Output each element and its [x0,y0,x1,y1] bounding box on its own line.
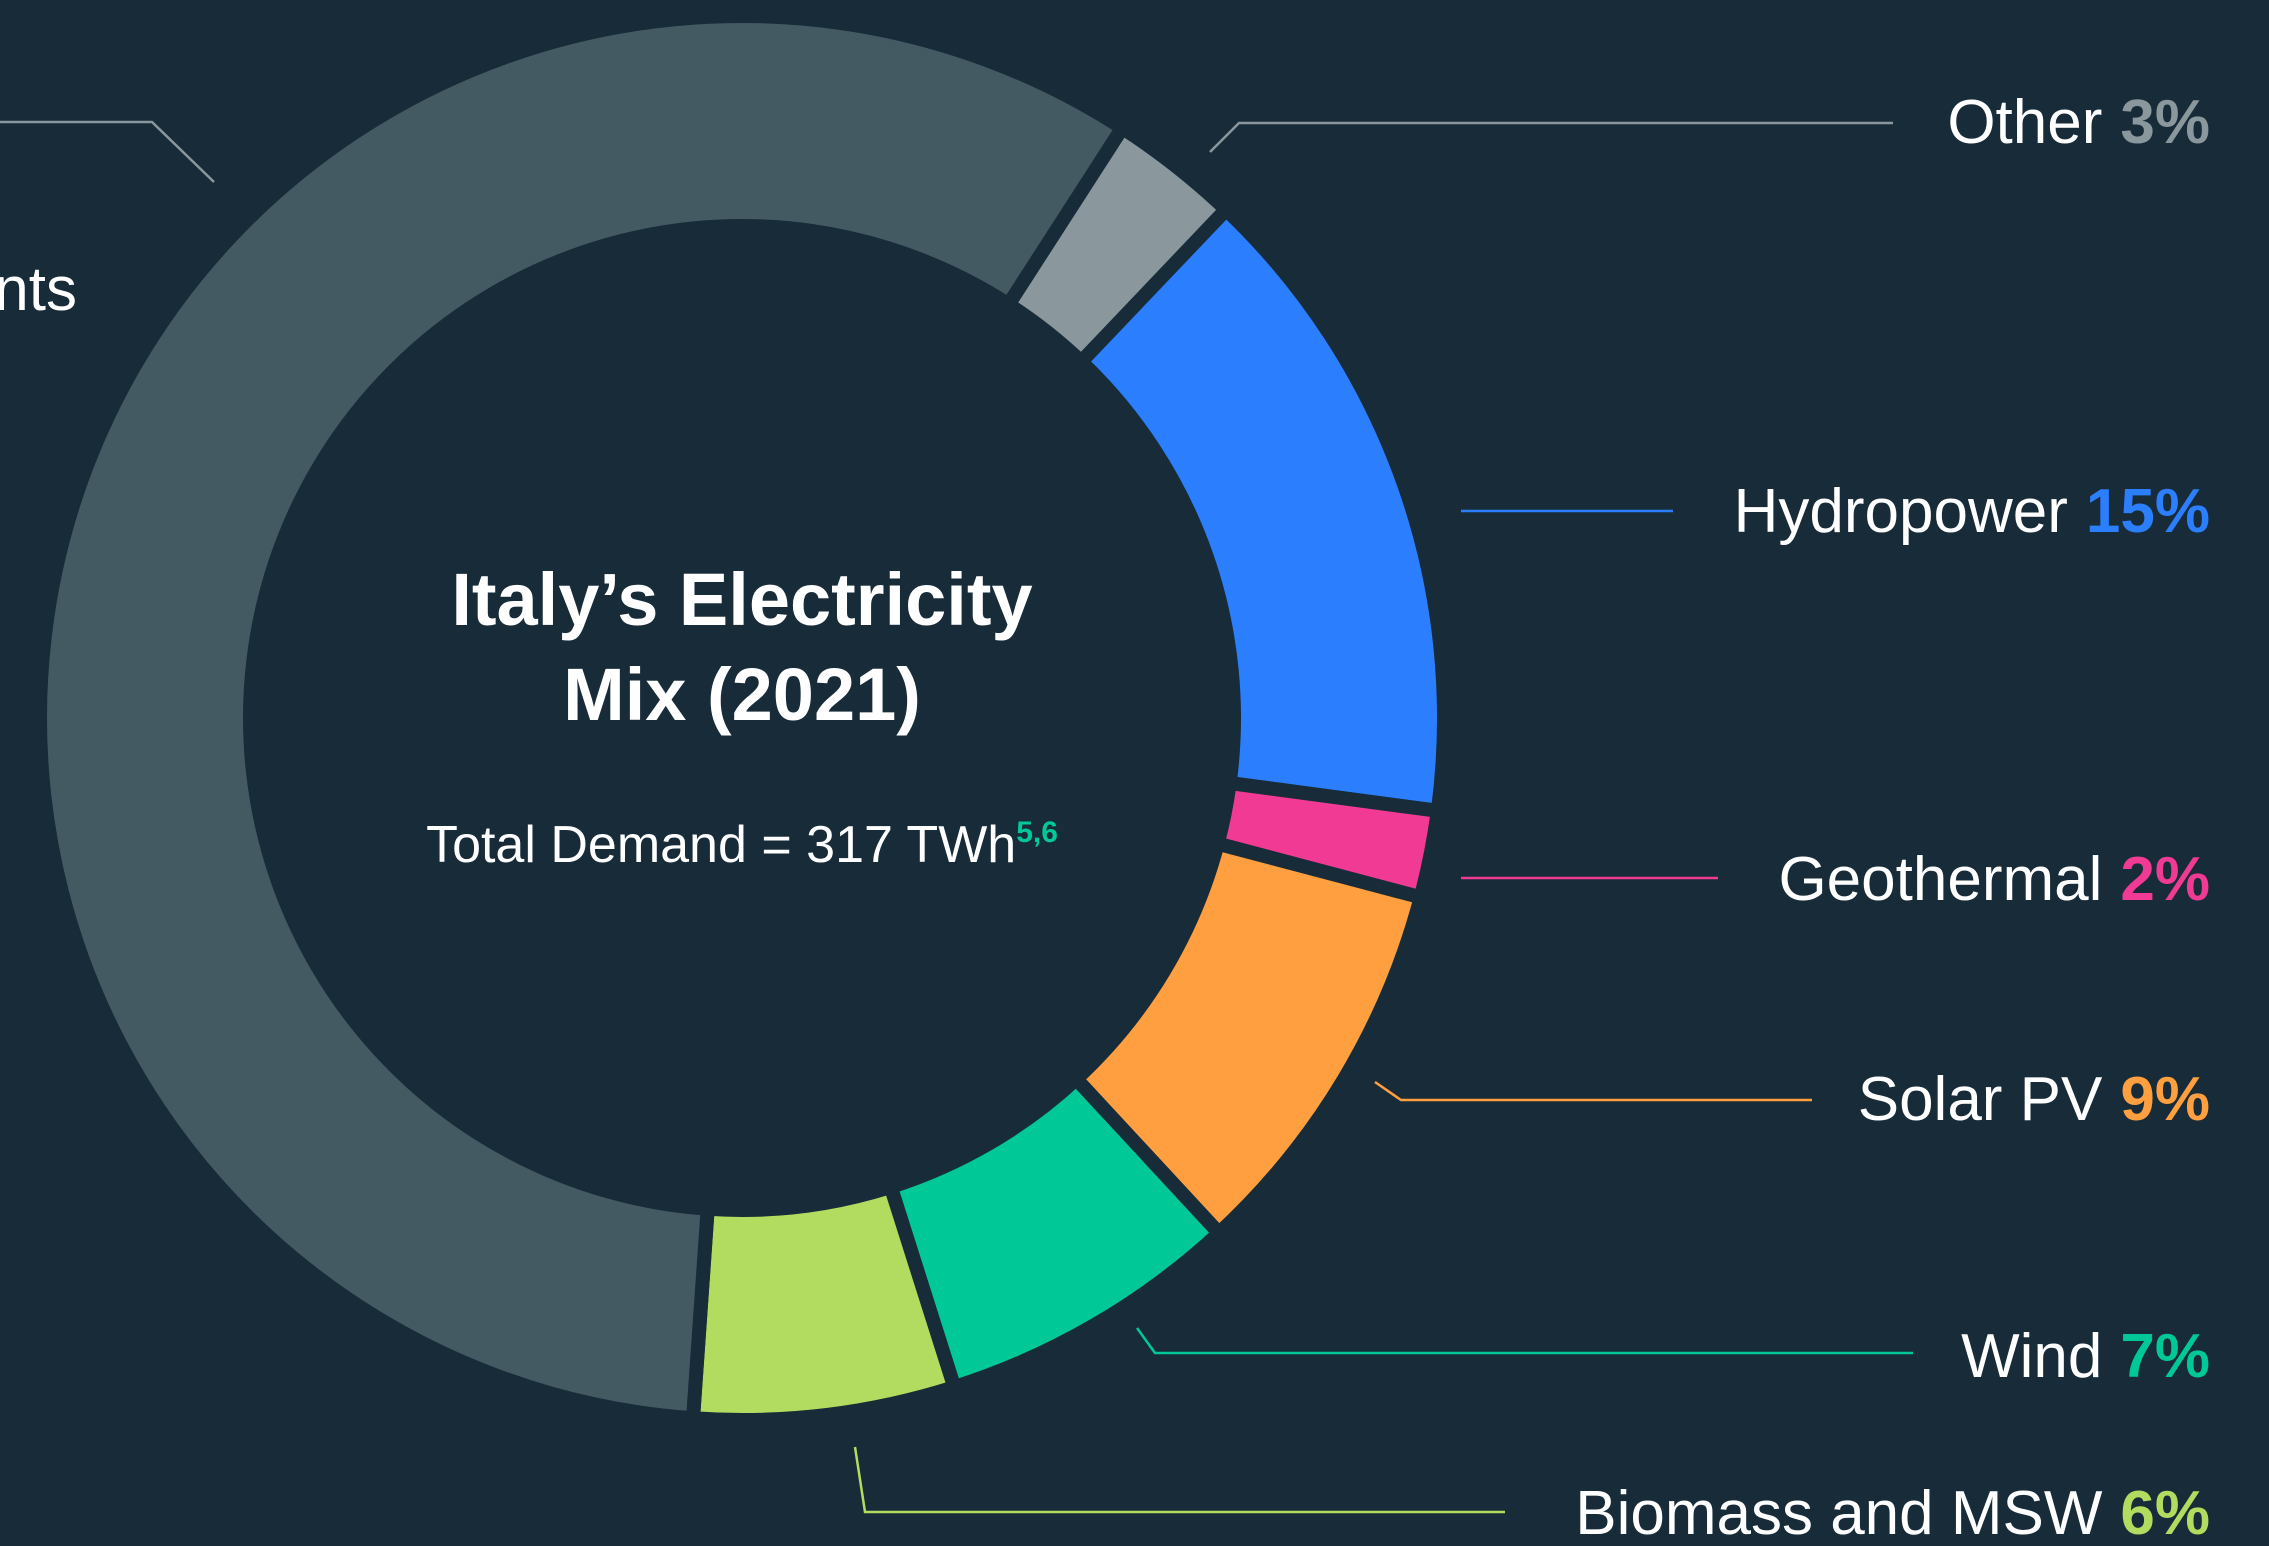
leader-line [1209,121,1893,153]
leader-line [1374,1080,1812,1102]
leader-line [0,120,215,183]
category-name: Wind [1961,1322,2102,1391]
leader-line [853,1446,1505,1514]
labels: Other 3% Hydropower 15% Geothermal 2% Solar PV… [0,88,2210,1546]
value-label: 9% [2120,1065,2210,1134]
category-name: nts [0,255,77,324]
segment-label: nts [0,255,77,324]
category-name: Solar PV [1858,1065,2103,1134]
leader-line [1135,1327,1913,1355]
chart-title: Italy’s Electricity [451,558,1032,641]
category-name: Hydropower [1734,477,2068,546]
segment-label: Wind 7% [1961,1322,2210,1391]
value-label: 3% [2120,88,2210,157]
value-label: 6% [2120,1479,2210,1546]
value-label: 15% [2086,477,2210,546]
value-label: 7% [2120,1322,2210,1391]
subtitle: Total Demand = 317 TWh5,6 [426,816,1058,874]
chart-title: Mix (2021) [563,653,921,736]
category-name: Geothermal [1778,845,2102,914]
segment-label: Solar PV 9% [1858,1065,2210,1134]
footnote: 5,6 [1016,816,1058,849]
segment-label: Hydropower 15% [1734,477,2210,546]
segment-label: Biomass and MSW 6% [1575,1479,2210,1546]
category-name: Biomass and MSW [1575,1479,2103,1546]
donut [33,9,1451,1427]
segment-label: Geothermal 2% [1778,845,2210,914]
subtitle-text: Total Demand = 317 TWh [426,816,1016,874]
value-label: 2% [2120,845,2210,914]
category-name: Other [1947,88,2102,157]
segment-label: Other 3% [1947,88,2210,157]
donut-segment [33,9,1132,1426]
